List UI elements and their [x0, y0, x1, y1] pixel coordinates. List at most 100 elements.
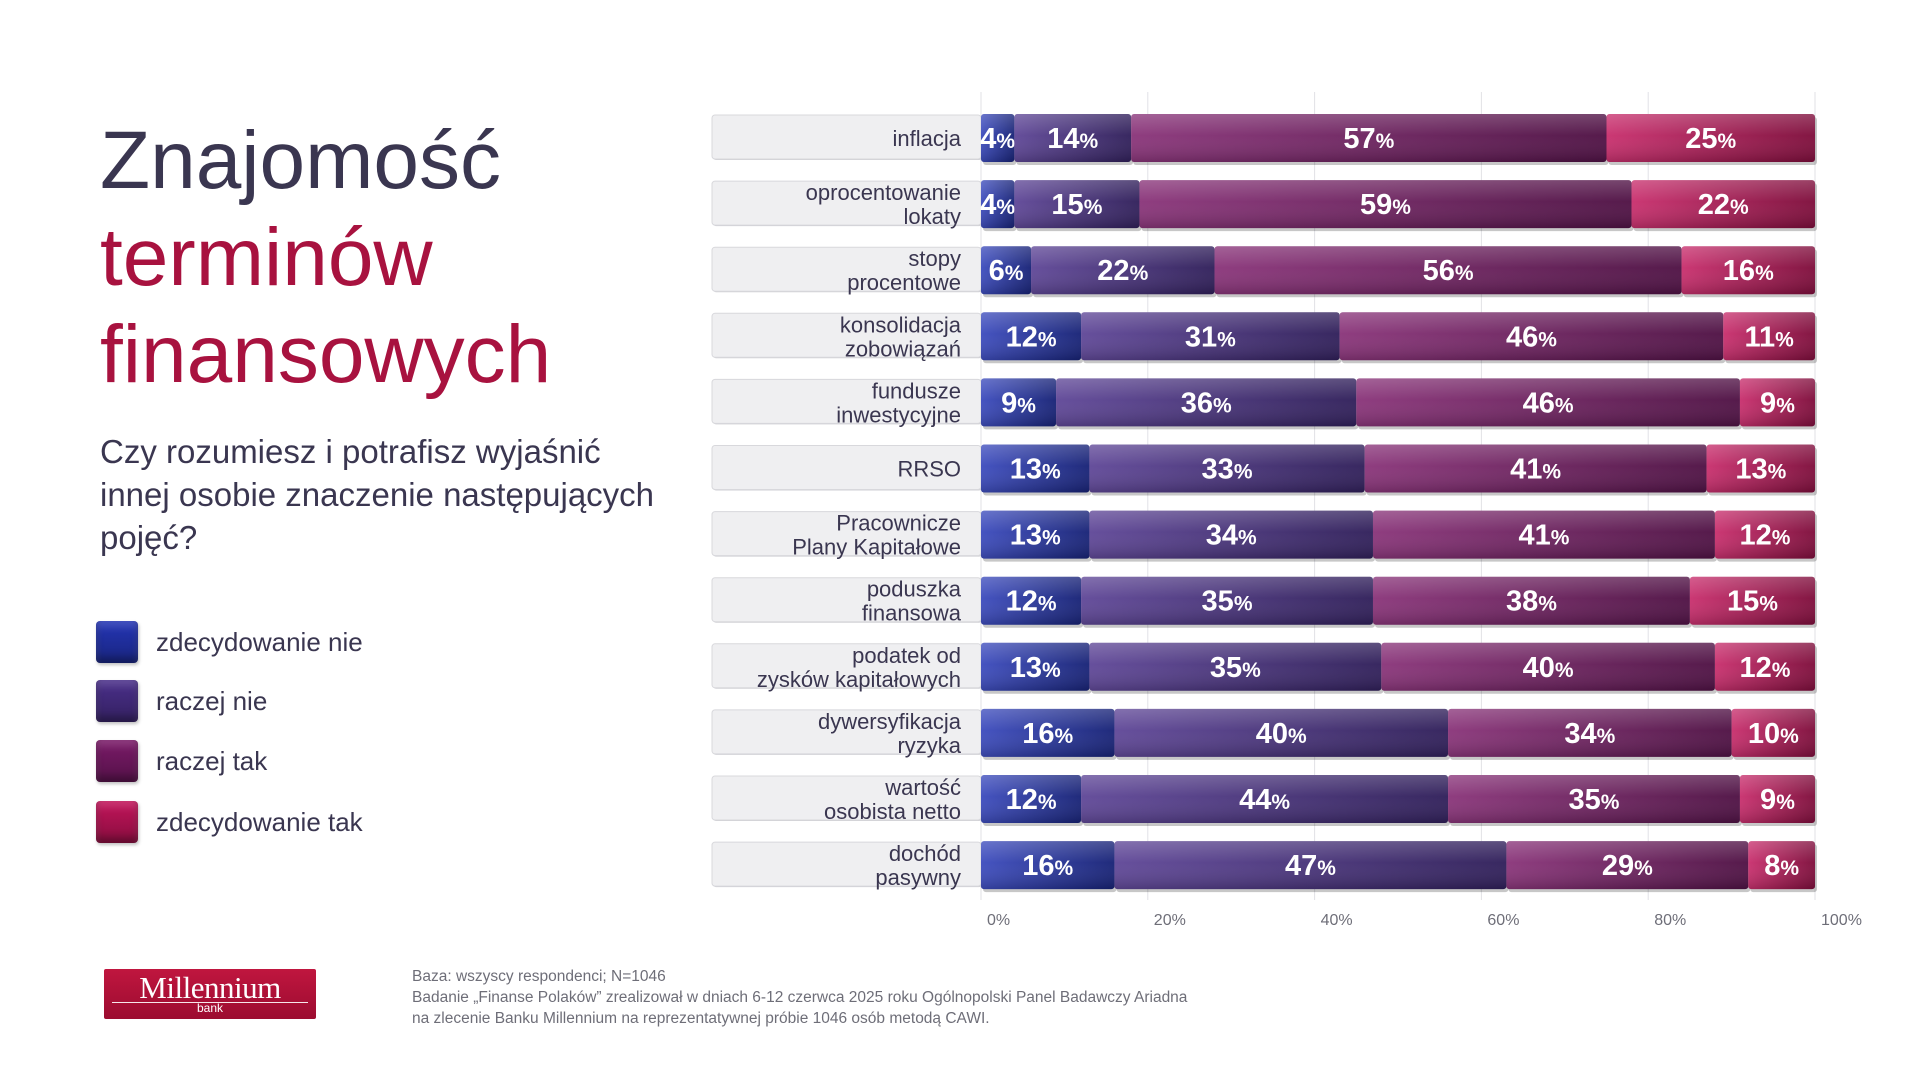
segment-value-label: 13%	[1010, 652, 1061, 684]
value-suffix: %	[1776, 791, 1795, 814]
segment-value-label: 13%	[1735, 454, 1786, 486]
bar-segment-gloss	[1139, 180, 1632, 229]
segment-value-label: 38%	[1506, 586, 1557, 618]
bar-segment-gloss	[1381, 642, 1715, 691]
segment-value-label: 40%	[1523, 652, 1574, 684]
bar-segment-gloss	[1081, 576, 1373, 625]
value-suffix: %	[1055, 857, 1074, 880]
bar-segment-gloss	[981, 378, 1057, 427]
legend-label: zdecydowanie nie	[156, 626, 363, 657]
value-suffix: %	[1780, 725, 1799, 748]
segment-value-label: 33%	[1202, 454, 1253, 486]
bar-segment-gloss	[1014, 114, 1132, 162]
value-suffix: %	[1017, 394, 1036, 417]
value-number: 9	[1760, 784, 1776, 816]
segment-value-label: 40%	[1256, 718, 1307, 750]
bar-segment-gloss	[1606, 114, 1815, 162]
bar-segment-gloss	[1731, 708, 1815, 757]
value-number: 35	[1202, 586, 1234, 618]
bar-segment-gloss	[1131, 114, 1607, 162]
value-number: 4	[980, 189, 996, 221]
value-number: 13	[1735, 454, 1767, 486]
segment-value-label: 12%	[1006, 784, 1057, 816]
segment-value-label: 46%	[1523, 387, 1574, 419]
value-suffix: %	[1271, 791, 1290, 814]
bar-segment-gloss	[981, 444, 1090, 493]
value-suffix: %	[1555, 659, 1574, 682]
value-suffix: %	[1538, 328, 1557, 351]
bar-segment-gloss	[1748, 841, 1815, 890]
legend-swatch	[96, 621, 138, 663]
value-number: 33	[1202, 454, 1234, 486]
value-suffix: %	[1055, 725, 1074, 748]
segment-value-label: 9%	[1760, 784, 1795, 816]
value-number: 12	[1739, 520, 1771, 552]
segment-value-label: 8%	[1764, 850, 1799, 882]
bar-segment-gloss	[1681, 246, 1815, 295]
value-suffix: %	[1775, 328, 1794, 351]
bar-segment-gloss	[981, 642, 1090, 691]
legend-item-raczej-nie: raczej nie	[96, 679, 267, 723]
value-suffix: %	[1780, 857, 1799, 880]
bar-segment-gloss	[1739, 775, 1815, 823]
logo-name: Millennium	[139, 970, 281, 1005]
segment-value-label: 4%	[980, 123, 1015, 155]
category-label: wartość	[884, 775, 961, 800]
value-number: 59	[1360, 189, 1392, 221]
category-label: konsolidacja	[840, 312, 962, 337]
segment-value-label: 44%	[1239, 784, 1290, 816]
bar-segment-gloss	[1031, 246, 1215, 295]
bar-segment-gloss	[1356, 378, 1740, 427]
legend-swatch	[96, 740, 138, 782]
segment-value-label: 34%	[1564, 718, 1615, 750]
segment-value-label: 12%	[1006, 586, 1057, 618]
value-suffix: %	[1542, 461, 1561, 484]
value-number: 34	[1564, 718, 1596, 750]
segment-value-label: 9%	[1001, 387, 1036, 419]
legend-swatch	[96, 801, 138, 843]
value-suffix: %	[1730, 196, 1749, 219]
value-suffix: %	[1772, 527, 1791, 550]
x-tick-label: 20%	[1154, 912, 1186, 929]
segment-value-label: 15%	[1727, 586, 1778, 618]
bar-segment-gloss	[981, 841, 1115, 890]
value-suffix: %	[1755, 262, 1774, 285]
segment-value-label: 10%	[1748, 718, 1799, 750]
survey-question: Czy rozumiesz i potrafisz wyjaśnić innej…	[100, 433, 655, 556]
title-line-3: finansowych	[100, 309, 552, 400]
value-suffix: %	[1080, 130, 1099, 153]
category-label: inwestycyjne	[836, 402, 961, 427]
page-title: Znajomość terminów finansowych	[100, 112, 551, 403]
bar-segment-gloss	[981, 510, 1090, 559]
value-number: 11	[1744, 321, 1775, 353]
value-suffix: %	[1042, 659, 1061, 682]
millennium-bank-logo: Millennium bank	[104, 969, 316, 1019]
footnote-line-3: na zlecenie Banku Millennium na reprezen…	[412, 1010, 990, 1027]
legend-label: raczej tak	[156, 745, 268, 776]
value-number: 15	[1051, 189, 1083, 221]
value-suffix: %	[1538, 593, 1557, 616]
category-label: fundusze	[872, 378, 961, 403]
segment-value-label: 35%	[1210, 652, 1261, 684]
segment-value-label: 11%	[1744, 321, 1794, 353]
bar-segment-gloss	[1506, 841, 1749, 890]
legend-swatch	[96, 680, 138, 722]
value-number: 47	[1285, 850, 1317, 882]
segment-value-label: 41%	[1510, 454, 1561, 486]
category-label: dochód	[889, 841, 961, 866]
bar-segment-gloss	[1089, 510, 1373, 559]
value-number: 12	[1006, 586, 1038, 618]
bar-segment-gloss	[1114, 708, 1449, 757]
category-label: poduszka	[867, 577, 962, 602]
legend-label: zdecydowanie tak	[156, 806, 363, 837]
segment-value-label: 12%	[1739, 652, 1790, 684]
logo-background	[104, 969, 316, 1019]
segment-value-label: 57%	[1343, 123, 1394, 155]
value-number: 13	[1010, 454, 1042, 486]
segment-value-label: 59%	[1360, 189, 1411, 221]
segment-value-label: 29%	[1602, 850, 1653, 882]
value-number: 41	[1518, 520, 1550, 552]
value-number: 25	[1685, 123, 1717, 155]
bar-segment-gloss	[1372, 510, 1715, 559]
